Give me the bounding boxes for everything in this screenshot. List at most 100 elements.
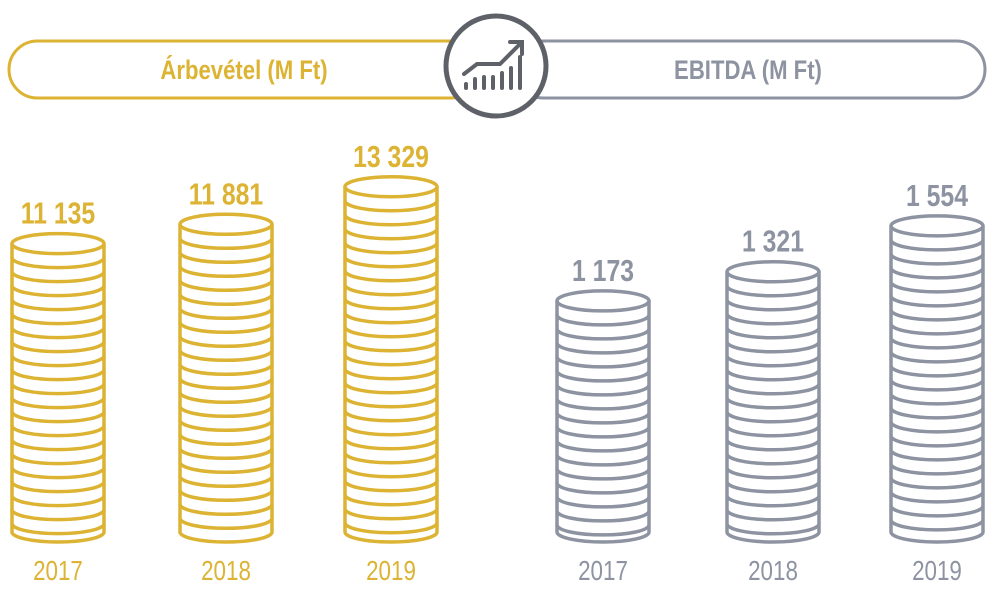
coin-edge xyxy=(725,523,821,536)
coin-bottom xyxy=(889,531,985,544)
coin-edge xyxy=(10,299,106,312)
coin-edge xyxy=(725,453,821,466)
coin-edge xyxy=(725,369,821,382)
coin-edge xyxy=(10,439,106,452)
coin-edge xyxy=(10,257,106,270)
coin-edge xyxy=(889,463,985,476)
coin-edge xyxy=(343,396,439,409)
coin-edge xyxy=(725,425,821,438)
coin-edge xyxy=(555,398,651,411)
coin-edge xyxy=(178,461,274,475)
coin-edge xyxy=(889,309,985,322)
coin-edge xyxy=(889,505,985,518)
coin-edge xyxy=(725,397,821,410)
year-label: 2017 xyxy=(33,556,83,587)
coin-edge xyxy=(343,256,439,269)
coin-edge xyxy=(889,407,985,420)
coin-edge xyxy=(725,481,821,494)
coin-edge xyxy=(725,495,821,508)
coin-edge xyxy=(10,509,106,522)
coin-edge xyxy=(343,312,439,325)
coin-stack-bar xyxy=(343,175,439,544)
coin-edge xyxy=(178,237,274,251)
coin-stack-bar xyxy=(889,214,985,544)
revenue-header: Árbevétel (M Ft) xyxy=(7,39,481,100)
coin-edge xyxy=(178,265,274,279)
coin-edge xyxy=(343,410,439,423)
coin-edge xyxy=(889,449,985,462)
coin-edge xyxy=(178,517,274,531)
coin-edge xyxy=(343,214,439,227)
value-label: 1 173 xyxy=(572,253,634,287)
coin-edge xyxy=(343,368,439,381)
year-label: 2018 xyxy=(201,556,251,587)
coin-top xyxy=(10,231,106,256)
coin-edge xyxy=(725,355,821,368)
coin-bottom xyxy=(10,531,106,544)
coin-edge xyxy=(10,313,106,326)
value-label: 1 321 xyxy=(742,224,804,258)
coin-edge xyxy=(555,468,651,481)
coin-edge xyxy=(555,510,651,523)
coin-edge xyxy=(178,363,274,377)
coin-edge xyxy=(10,355,106,368)
coin-edge xyxy=(889,421,985,434)
coin-edge xyxy=(343,340,439,353)
coin-edge xyxy=(10,383,106,396)
revenue-title: Árbevétel (M Ft) xyxy=(160,55,327,86)
coin-edge xyxy=(343,200,439,213)
coin-edge xyxy=(889,337,985,350)
coin-edge xyxy=(889,267,985,280)
coin-edge xyxy=(178,279,274,293)
ebitda-header: EBITDA (M Ft) xyxy=(513,39,987,100)
coin-edge xyxy=(555,356,651,369)
value-label: 11 881 xyxy=(189,177,263,211)
coin-edge xyxy=(555,342,651,355)
coin-edge xyxy=(725,285,821,298)
coin-edge xyxy=(555,524,651,537)
coin-edge xyxy=(10,495,106,508)
coin-edge xyxy=(343,326,439,339)
coin-edge xyxy=(178,349,274,363)
coin-edge xyxy=(178,251,274,265)
coin-edge xyxy=(10,327,106,340)
coin-edge xyxy=(10,369,106,382)
coin-edge xyxy=(178,447,274,461)
coin-stack-bar xyxy=(178,212,274,544)
coin-edge xyxy=(555,454,651,467)
coin-edge xyxy=(555,412,651,425)
coin-edge xyxy=(889,281,985,294)
coin-edge xyxy=(343,242,439,255)
coin-edge xyxy=(725,439,821,452)
coin-top xyxy=(343,175,439,199)
coin-bottom xyxy=(555,531,651,544)
coin-edge xyxy=(725,411,821,424)
coin-edge xyxy=(555,370,651,383)
coin-edge xyxy=(343,438,439,451)
coin-edge xyxy=(343,522,439,535)
coin-edge xyxy=(343,354,439,367)
coin-edge xyxy=(343,382,439,395)
value-label: 11 135 xyxy=(21,196,95,230)
coin-stack-bar xyxy=(555,289,651,544)
growth-chart-icon xyxy=(443,13,549,119)
coin-edge xyxy=(343,270,439,283)
ebitda-title: EBITDA (M Ft) xyxy=(674,56,822,86)
coin-edge xyxy=(343,298,439,311)
coin-bottom xyxy=(343,531,439,544)
coin-edge xyxy=(889,239,985,252)
coin-top xyxy=(555,289,651,313)
coin-top xyxy=(725,260,821,284)
coin-edge xyxy=(10,397,106,410)
coin-edge xyxy=(725,299,821,312)
coin-edge xyxy=(725,509,821,522)
coin-edge xyxy=(10,481,106,494)
coin-edge xyxy=(343,228,439,241)
year-label: 2017 xyxy=(578,556,628,587)
coin-top xyxy=(178,212,274,237)
coin-edge xyxy=(10,425,106,438)
coin-stack-bar xyxy=(10,231,106,544)
coin-edge xyxy=(178,391,274,405)
coin-edge xyxy=(178,503,274,517)
coin-edge xyxy=(889,435,985,448)
